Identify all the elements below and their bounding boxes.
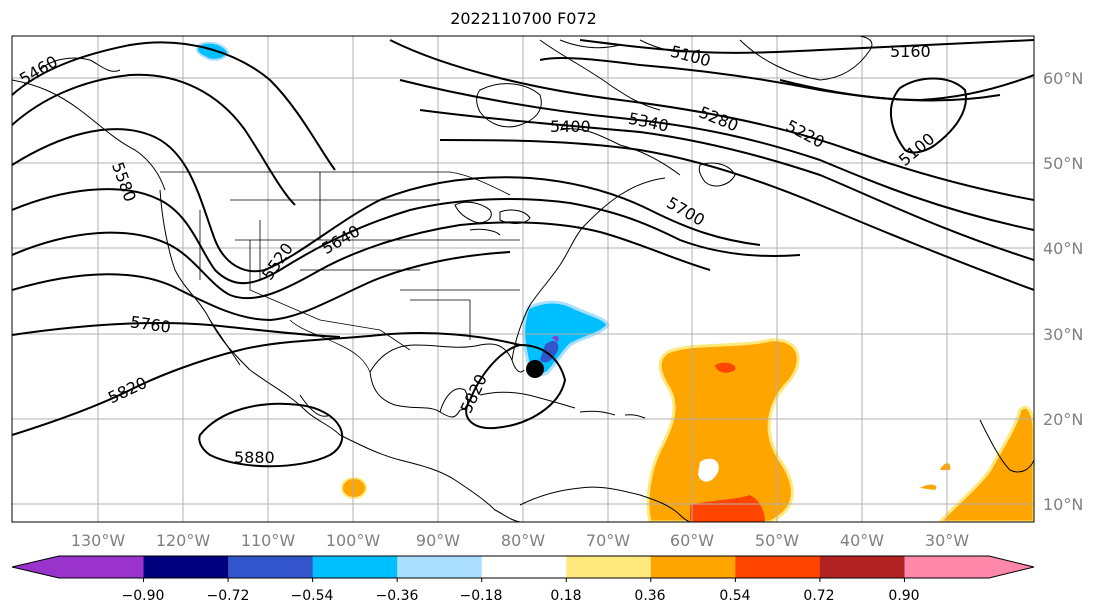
lon-label: 110°W — [241, 531, 296, 550]
lat-axis-labels: 60°N 50°N 40°N 30°N 20°N 10°N — [1043, 69, 1083, 514]
colorbar-tick-label: 0.90 — [888, 588, 919, 604]
colorbar-tick-labels: −0.90 −0.72 −0.54 −0.36 −0.18 0.18 0.36 … — [122, 588, 920, 604]
colorbar-segment — [904, 556, 990, 578]
lat-label: 10°N — [1043, 495, 1083, 514]
colorbar-segment — [650, 556, 736, 578]
lat-label: 20°N — [1043, 410, 1083, 429]
colorbar-tick-label: 0.54 — [719, 588, 750, 604]
strong-positive-anomaly — [715, 362, 736, 373]
colorbar-under-arrow — [12, 556, 59, 578]
map-title: 2022110700 F072 — [450, 9, 597, 28]
lat-label: 40°N — [1043, 239, 1083, 258]
colorbar-tick-label: 0.72 — [803, 588, 834, 604]
lat-label: 50°N — [1043, 154, 1083, 173]
lon-label: 80°W — [501, 531, 545, 550]
strong-positive-anomaly-south — [690, 495, 765, 522]
colorbar-tick-label: 0.18 — [550, 588, 581, 604]
lon-label: 70°W — [586, 531, 630, 550]
map-frame — [11, 35, 1035, 523]
colorbar-segment — [481, 556, 567, 578]
colorbar-tick-label: 0.36 — [634, 588, 665, 604]
height-contours — [12, 39, 1034, 468]
colorbar — [11, 555, 1035, 582]
positive-anomaly-pacific — [341, 477, 367, 499]
lon-label: 130°W — [71, 531, 126, 550]
colorbar-tick-label: −0.18 — [460, 588, 503, 604]
lon-label: 100°W — [326, 531, 381, 550]
contour-label: 5880 — [234, 448, 275, 467]
contour-label: 5400 — [550, 117, 591, 136]
lon-label: 90°W — [416, 531, 460, 550]
positive-anomaly-region-east — [937, 406, 1034, 522]
positive-anomaly-region — [646, 338, 800, 522]
colorbar-segment — [566, 556, 652, 578]
lat-label: 60°N — [1043, 69, 1083, 88]
lon-label: 50°W — [755, 531, 799, 550]
lon-label: 60°W — [670, 531, 714, 550]
colorbar-tick-label: −0.54 — [291, 588, 334, 604]
colorbar-segment — [143, 556, 229, 578]
lon-label: 120°W — [156, 531, 211, 550]
colorbar-segment — [59, 556, 145, 578]
lon-label: 40°W — [840, 531, 884, 550]
colorbar-tick-label: −0.72 — [207, 588, 250, 604]
lon-label: 30°W — [925, 531, 969, 550]
colorbar-tick-label: −0.36 — [376, 588, 419, 604]
shaded-anomalies — [195, 41, 1034, 522]
colorbar-over-arrow — [989, 556, 1034, 578]
colorbar-segment — [819, 556, 905, 578]
map-panel: 5460 5580 5520 5640 5760 5820 5880 5820 … — [12, 36, 1034, 522]
lat-label: 30°N — [1043, 325, 1083, 344]
lon-axis-labels: 130°W 120°W 110°W 100°W 90°W 80°W 70°W 6… — [71, 531, 969, 550]
colorbar-segment — [397, 556, 483, 578]
colorbar-tick-label: −0.90 — [122, 588, 165, 604]
colorbar-segment — [312, 556, 398, 578]
colorbar-segment — [228, 556, 314, 578]
colorbar-segment — [735, 556, 821, 578]
storm-center-marker — [526, 360, 544, 378]
contour-label: 5160 — [890, 42, 931, 61]
colorbar-outline — [11, 555, 1035, 579]
